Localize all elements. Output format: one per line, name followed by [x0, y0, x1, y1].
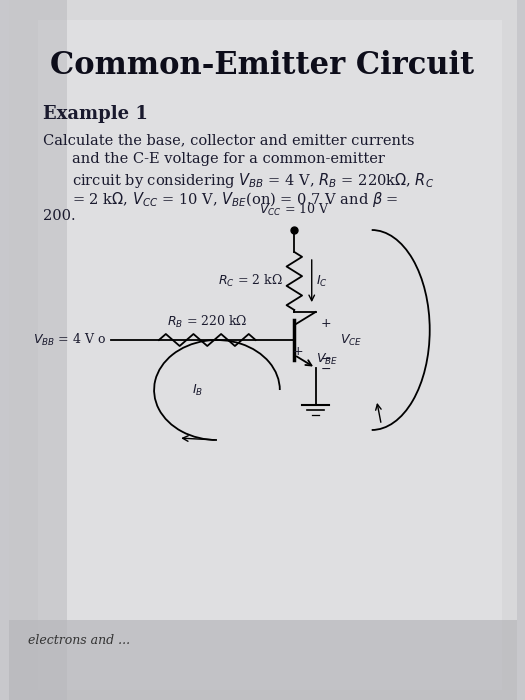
Text: −: − — [320, 363, 331, 376]
Bar — [9, 620, 517, 700]
Text: $R_B$ = 220 kΩ: $R_B$ = 220 kΩ — [167, 314, 247, 330]
Text: +: + — [320, 317, 331, 330]
Text: Example 1: Example 1 — [43, 105, 148, 123]
Text: 200.: 200. — [43, 209, 76, 223]
Text: −: − — [320, 353, 331, 366]
Text: $I_C$: $I_C$ — [316, 274, 328, 288]
Text: and the C-E voltage for a common-emitter: and the C-E voltage for a common-emitter — [72, 152, 385, 166]
Text: $R_C$ = 2 kΩ: $R_C$ = 2 kΩ — [218, 273, 283, 289]
Text: +: + — [292, 345, 303, 358]
Text: $V_{CE}$: $V_{CE}$ — [340, 332, 362, 348]
Text: Calculate the base, collector and emitter currents: Calculate the base, collector and emitte… — [43, 133, 414, 147]
Text: $I_B$: $I_B$ — [192, 382, 203, 398]
Bar — [9, 0, 67, 700]
Text: $V_{CC}$ = 10 V: $V_{CC}$ = 10 V — [259, 202, 330, 218]
Text: $V_{BE}$: $V_{BE}$ — [316, 351, 338, 367]
Text: = 2 k$\Omega$, $V_{CC}$ = 10 V, $V_{BE}$(on) = 0.7 V and $\beta$ =: = 2 k$\Omega$, $V_{CC}$ = 10 V, $V_{BE}$… — [72, 190, 398, 209]
Text: $V_{BB}$ = 4 V o: $V_{BB}$ = 4 V o — [33, 332, 106, 348]
Text: electrons and ...: electrons and ... — [28, 634, 131, 647]
Text: circuit by considering $V_{BB}$ = 4 V, $R_B$ = 220k$\Omega$, $R_C$: circuit by considering $V_{BB}$ = 4 V, $… — [72, 171, 434, 190]
Text: Common-Emitter Circuit: Common-Emitter Circuit — [50, 50, 475, 81]
